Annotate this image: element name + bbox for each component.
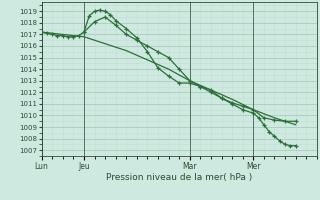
X-axis label: Pression niveau de la mer( hPa ): Pression niveau de la mer( hPa ) [106, 173, 252, 182]
